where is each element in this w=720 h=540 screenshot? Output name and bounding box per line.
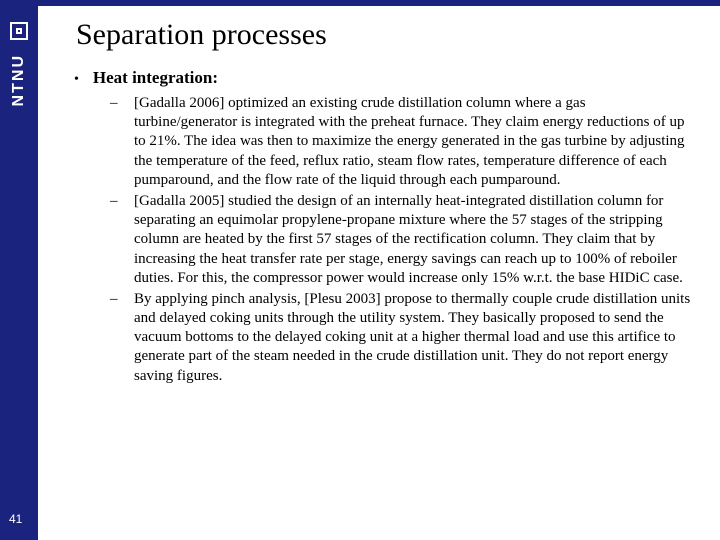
sub-bullet-list: – [Gadalla 2006] optimized an existing c… (110, 94, 692, 386)
dash-icon: – (110, 291, 120, 308)
list-item-text: [Gadalla 2006] optimized an existing cru… (134, 94, 692, 190)
list-item: – [Gadalla 2006] optimized an existing c… (110, 94, 692, 190)
page-number: 41 (9, 512, 22, 526)
list-item: – By applying pinch analysis, [Plesu 200… (110, 290, 692, 386)
list-item-text: By applying pinch analysis, [Plesu 2003]… (134, 290, 692, 386)
ntnu-logo-icon (10, 22, 28, 40)
dash-icon: – (110, 193, 120, 210)
sidebar: NTNU (0, 6, 38, 540)
bullet-icon: • (74, 73, 79, 87)
heading-text: Heat integration: (93, 68, 218, 88)
slide-title: Separation processes (76, 18, 692, 52)
dash-icon: – (110, 95, 120, 112)
list-item: – [Gadalla 2005] studied the design of a… (110, 192, 692, 288)
list-item-text: [Gadalla 2005] studied the design of an … (134, 192, 692, 288)
main-row: NTNU Separation processes • Heat integra… (0, 6, 720, 540)
slide-content: Separation processes • Heat integration:… (38, 6, 720, 540)
heading-row: • Heat integration: (74, 68, 692, 88)
ntnu-logo-inner-icon (16, 28, 22, 34)
sidebar-vertical-text: NTNU (10, 54, 28, 106)
